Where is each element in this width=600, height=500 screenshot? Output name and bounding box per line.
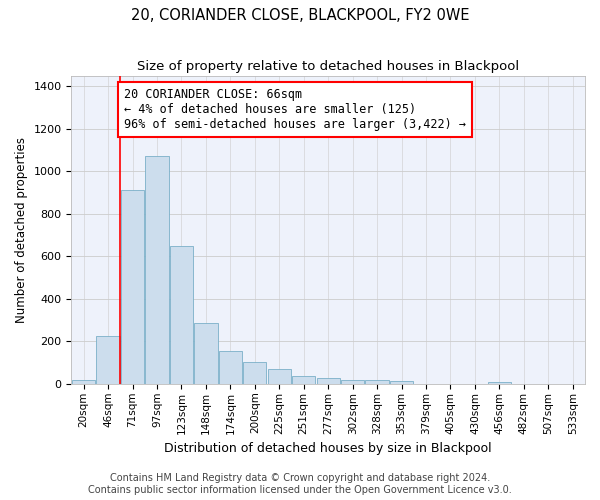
Bar [292, 376, 316, 384]
Bar [194, 324, 218, 384]
Text: Contains HM Land Registry data © Crown copyright and database right 2024.
Contai: Contains HM Land Registry data © Crown c… [88, 474, 512, 495]
Title: Size of property relative to detached houses in Blackpool: Size of property relative to detached ho… [137, 60, 519, 73]
Bar [97, 336, 120, 384]
Bar [219, 351, 242, 384]
Bar [317, 378, 340, 384]
Bar [243, 362, 266, 384]
Bar [390, 380, 413, 384]
Bar [145, 156, 169, 384]
Bar [488, 382, 511, 384]
Y-axis label: Number of detached properties: Number of detached properties [15, 136, 28, 322]
Bar [268, 369, 291, 384]
Bar [170, 246, 193, 384]
Bar [341, 380, 364, 384]
Bar [365, 380, 389, 384]
X-axis label: Distribution of detached houses by size in Blackpool: Distribution of detached houses by size … [164, 442, 492, 455]
Text: 20, CORIANDER CLOSE, BLACKPOOL, FY2 0WE: 20, CORIANDER CLOSE, BLACKPOOL, FY2 0WE [131, 8, 469, 22]
Text: 20 CORIANDER CLOSE: 66sqm
← 4% of detached houses are smaller (125)
96% of semi-: 20 CORIANDER CLOSE: 66sqm ← 4% of detach… [124, 88, 466, 132]
Bar [72, 380, 95, 384]
Bar [121, 190, 144, 384]
